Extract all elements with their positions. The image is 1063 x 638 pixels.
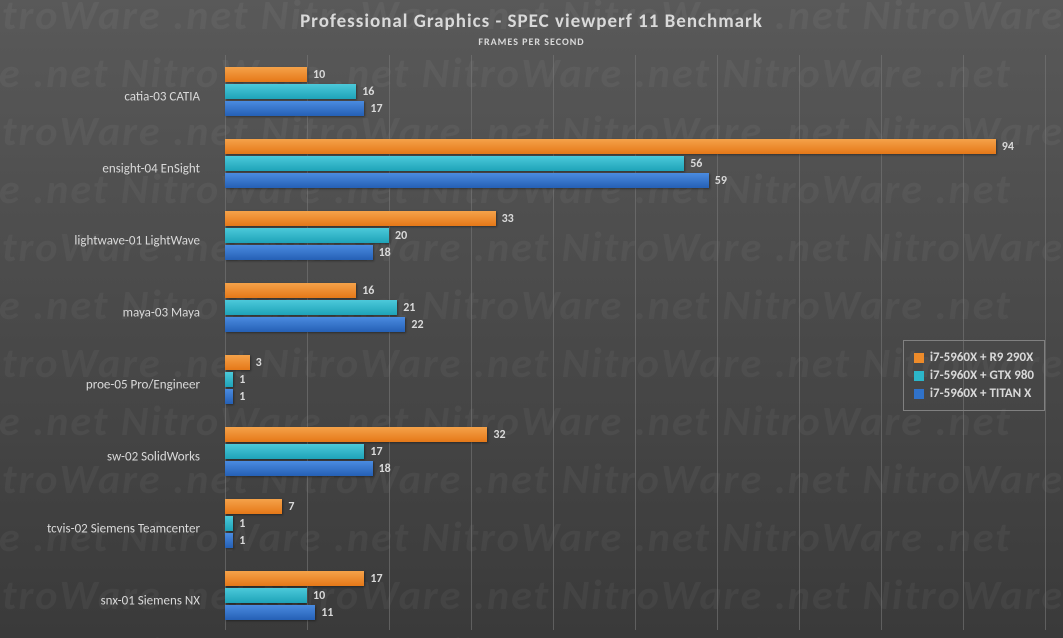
bar-value-label: 7 (288, 500, 294, 514)
bar-value-label: 18 (379, 462, 391, 476)
bar-value-label: 10 (313, 68, 325, 82)
bar-value-label: 17 (370, 445, 382, 459)
category-label: proe-05 Pro/Engineer (0, 378, 200, 393)
bar-value-label: 21 (403, 301, 415, 315)
category-label: sw-02 SolidWorks (0, 450, 200, 465)
category-group: ensight-04 EnSight945659 (225, 133, 1045, 205)
bar-value-label: 11 (321, 606, 333, 620)
bar (225, 211, 496, 226)
bar (225, 372, 233, 387)
category-group: snx-01 Siemens NX171011 (225, 565, 1045, 637)
category-label: lightwave-01 LightWave (0, 234, 200, 249)
bar-value-label: 3 (256, 356, 262, 370)
bar (225, 461, 373, 476)
bar-value-label: 1 (239, 373, 245, 387)
bar-value-label: 22 (411, 318, 423, 332)
bar (225, 355, 250, 370)
bar-value-label: 1 (239, 517, 245, 531)
bar (225, 444, 364, 459)
bar (225, 101, 364, 116)
bar-value-label: 32 (493, 428, 505, 442)
bar (225, 427, 487, 442)
bar-value-label: 56 (690, 157, 702, 171)
bar-value-label: 16 (362, 284, 374, 298)
bar (225, 516, 233, 531)
bar (225, 499, 282, 514)
bar (225, 533, 233, 548)
legend-row: i7-5960X + R9 290X (914, 350, 1034, 365)
category-label: tcvis-02 Siemens Teamcenter (0, 522, 200, 537)
bar-value-label: 20 (395, 229, 407, 243)
bar (225, 588, 307, 603)
bar (225, 605, 315, 620)
category-group: sw-02 SolidWorks321718 (225, 421, 1045, 493)
bar (225, 571, 364, 586)
bar-value-label: 94 (1002, 140, 1014, 154)
category-group: tcvis-02 Siemens Teamcenter711 (225, 493, 1045, 565)
bar (225, 156, 684, 171)
bar (225, 84, 356, 99)
bar-value-label: 59 (715, 174, 727, 188)
bar (225, 389, 233, 404)
bar-value-label: 33 (502, 212, 514, 226)
bar-value-label: 10 (313, 589, 325, 603)
legend-label: i7-5960X + R9 290X (930, 350, 1033, 365)
bar-value-label: 17 (370, 102, 382, 116)
bar-value-label: 18 (379, 246, 391, 260)
bar (225, 245, 373, 260)
category-label: maya-03 Maya (0, 306, 200, 321)
bar (225, 228, 389, 243)
category-group: maya-03 Maya162122 (225, 277, 1045, 349)
legend-swatch (914, 353, 924, 363)
legend-label: i7-5960X + TITAN X (930, 386, 1032, 401)
legend-row: i7-5960X + TITAN X (914, 386, 1034, 401)
chart-title: Professional Graphics - SPEC viewperf 11… (0, 0, 1063, 33)
chart-subtitle: FRAMES PER SECOND (0, 35, 1063, 48)
legend-swatch (914, 389, 924, 399)
legend-label: i7-5960X + GTX 980 (930, 368, 1034, 383)
bar (225, 300, 397, 315)
category-label: ensight-04 EnSight (0, 162, 200, 177)
bar-value-label: 1 (239, 534, 245, 548)
legend-row: i7-5960X + GTX 980 (914, 368, 1034, 383)
bar (225, 283, 356, 298)
bar (225, 67, 307, 82)
legend-swatch (914, 371, 924, 381)
bar-value-label: 16 (362, 85, 374, 99)
grid-line (1045, 55, 1046, 630)
legend: i7-5960X + R9 290X i7-5960X + GTX 980 i7-5… (903, 340, 1045, 411)
bar (225, 317, 405, 332)
category-group: catia-03 CATIA101617 (225, 61, 1045, 133)
bar-value-label: 1 (239, 390, 245, 404)
category-label: snx-01 Siemens NX (0, 594, 200, 609)
bar (225, 173, 709, 188)
category-label: catia-03 CATIA (0, 90, 200, 105)
bar-value-label: 17 (370, 572, 382, 586)
category-group: lightwave-01 LightWave332018 (225, 205, 1045, 277)
bar (225, 139, 996, 154)
